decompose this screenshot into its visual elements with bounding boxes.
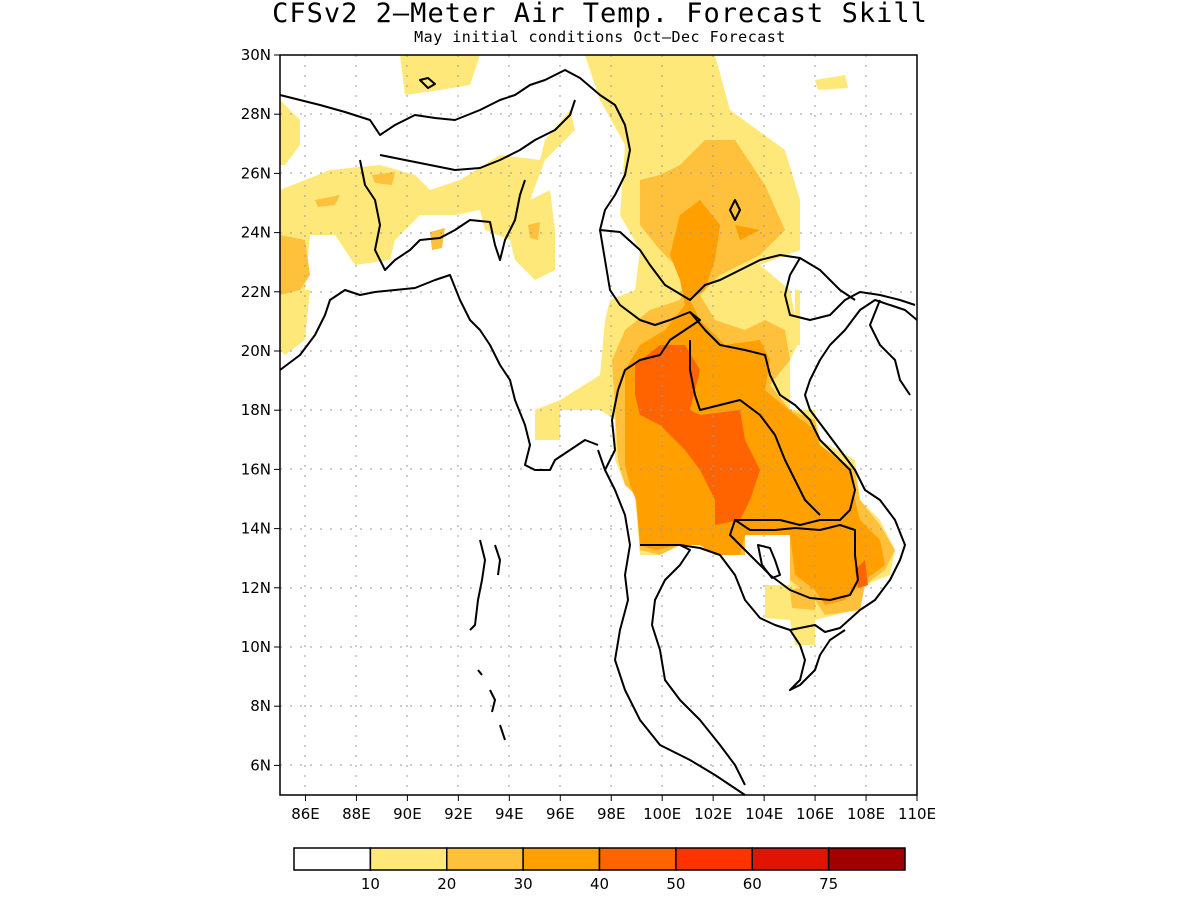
tonle-sap	[757, 544, 781, 579]
himalaya-border	[279, 69, 856, 301]
skill-40-50-region	[635, 345, 760, 525]
y-tick-label: 30N	[241, 46, 271, 64]
laos-thailand-border	[689, 340, 821, 516]
y-axis: 6N 8N 10N 12N 14N 16N 18N 20N 22N 24N 26N 28N 30N	[241, 46, 280, 774]
myanmar-thailand-border	[599, 229, 701, 471]
cambodia-coast	[679, 299, 918, 633]
cambodia-border	[729, 519, 859, 601]
gulf-of-thailand-coast	[640, 544, 746, 786]
x-tick-label: 106E	[796, 805, 834, 823]
y-tick-label: 18N	[241, 401, 271, 419]
skill-shading	[280, 55, 895, 645]
x-tick-label: 88E	[342, 805, 371, 823]
x-tick-label: 100E	[643, 805, 681, 823]
x-tick-label: 90E	[393, 805, 422, 823]
skill-10-20-region	[280, 100, 300, 165]
legend-label: 50	[666, 875, 685, 893]
skill-10-20-region	[400, 55, 480, 95]
legend-label: 60	[743, 875, 762, 893]
y-tick-label: 12N	[241, 579, 271, 597]
map-subtitle: May initial conditions Oct–Dec Forecast	[414, 28, 786, 46]
legend-swatch	[522, 847, 601, 871]
bangladesh-border	[359, 159, 526, 271]
y-tick-label: 22N	[241, 283, 271, 301]
y-tick-label: 10N	[241, 638, 271, 656]
skill-10-20-region	[280, 110, 575, 290]
y-tick-label: 8N	[250, 697, 271, 715]
vietnam-north-border	[784, 257, 916, 321]
x-tick-label: 108E	[847, 805, 885, 823]
nicobar-islands	[477, 669, 506, 741]
skill-20-30-region	[315, 195, 340, 207]
legend-swatch	[446, 847, 524, 871]
x-axis: 86E 88E 90E 92E 94E 96E 98E 100E 102E 104E 106E 108…	[291, 795, 936, 823]
vietnam-inner-border	[869, 299, 911, 396]
color-legend: 10 20 30 40 50 60 75	[293, 847, 906, 893]
legend-label: 20	[437, 875, 456, 893]
legend-swatch	[293, 847, 372, 871]
skill-20-30-region	[528, 222, 540, 240]
assam-border	[379, 99, 576, 171]
legend-swatch	[675, 847, 753, 871]
y-tick-label: 20N	[241, 342, 271, 360]
x-tick-label: 98E	[597, 805, 626, 823]
y-tick-label: 28N	[241, 105, 271, 123]
gridlines	[280, 55, 917, 795]
y-tick-label: 16N	[241, 460, 271, 478]
map-title: CFSv2 2–Meter Air Temp. Forecast Skill	[272, 0, 928, 29]
skill-10-20-region	[280, 290, 310, 355]
vietnam-south-coast	[789, 629, 846, 691]
x-tick-label: 94E	[495, 805, 524, 823]
legend-swatch	[751, 847, 830, 871]
y-tick-label: 26N	[241, 164, 271, 182]
laos-border	[689, 311, 856, 526]
bay-of-bengal-coast	[279, 274, 599, 471]
x-tick-label: 92E	[444, 805, 473, 823]
y-tick-label: 24N	[241, 224, 271, 242]
x-tick-label: 96E	[546, 805, 575, 823]
x-tick-label: 86E	[291, 805, 320, 823]
hainan-like-island	[419, 77, 436, 89]
legend-swatch	[827, 847, 906, 871]
skill-30-40-region	[735, 225, 760, 240]
legend-swatch	[598, 847, 677, 871]
legend-label: 10	[361, 875, 380, 893]
x-tick-label: 104E	[745, 805, 783, 823]
legend-swatch	[369, 847, 448, 871]
lake-outline	[729, 199, 741, 221]
x-tick-label: 102E	[694, 805, 732, 823]
y-tick-label: 6N	[250, 756, 271, 774]
x-tick-label: 110E	[898, 805, 936, 823]
legend-label: 40	[590, 875, 609, 893]
andaman-islands	[469, 539, 501, 631]
skill-30-40-region	[625, 200, 885, 605]
skill-10-20-region	[815, 75, 848, 90]
andaman-coast	[597, 449, 746, 796]
skill-20-30-region	[372, 172, 395, 185]
legend-label: 75	[819, 875, 838, 893]
map-frame	[279, 54, 918, 796]
y-tick-label: 14N	[241, 520, 271, 538]
legend-label: 30	[514, 875, 533, 893]
skill-20-30-region	[280, 235, 310, 295]
skill-20-30-region	[790, 585, 815, 610]
coastlines-and-borders	[279, 69, 918, 796]
